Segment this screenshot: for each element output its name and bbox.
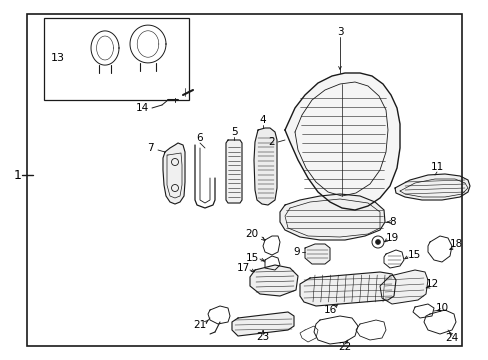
Text: 8: 8 — [389, 217, 395, 227]
Polygon shape — [285, 73, 399, 210]
Polygon shape — [379, 270, 427, 304]
Text: 14: 14 — [135, 103, 148, 113]
Text: 12: 12 — [425, 279, 438, 289]
Circle shape — [375, 239, 380, 244]
Text: 9: 9 — [293, 247, 300, 257]
Text: 19: 19 — [385, 233, 398, 243]
Bar — [27, 14, 461, 346]
Text: 13: 13 — [51, 53, 65, 63]
Polygon shape — [305, 244, 329, 264]
Text: 1: 1 — [14, 168, 22, 181]
Text: 15: 15 — [245, 253, 258, 263]
Text: 22: 22 — [338, 342, 351, 352]
Polygon shape — [225, 140, 242, 203]
Text: 23: 23 — [256, 332, 269, 342]
Text: 11: 11 — [429, 162, 443, 172]
Text: 2: 2 — [268, 137, 275, 147]
Text: 6: 6 — [196, 133, 203, 143]
Bar — [44, 18, 189, 100]
Polygon shape — [299, 272, 395, 306]
Text: 17: 17 — [236, 263, 249, 273]
Text: 7: 7 — [146, 143, 153, 153]
Text: 18: 18 — [448, 239, 462, 249]
Text: 20: 20 — [245, 229, 258, 239]
Text: 16: 16 — [323, 305, 336, 315]
Polygon shape — [163, 143, 184, 204]
Polygon shape — [249, 265, 297, 296]
Polygon shape — [280, 194, 384, 240]
Polygon shape — [231, 312, 293, 336]
Polygon shape — [394, 174, 469, 200]
Text: 10: 10 — [434, 303, 447, 313]
Text: 5: 5 — [230, 127, 237, 137]
Text: 4: 4 — [259, 115, 266, 125]
Text: 24: 24 — [445, 333, 458, 343]
Text: 21: 21 — [193, 320, 206, 330]
Text: 3: 3 — [336, 27, 343, 37]
Polygon shape — [253, 128, 276, 205]
Text: 15: 15 — [407, 250, 420, 260]
